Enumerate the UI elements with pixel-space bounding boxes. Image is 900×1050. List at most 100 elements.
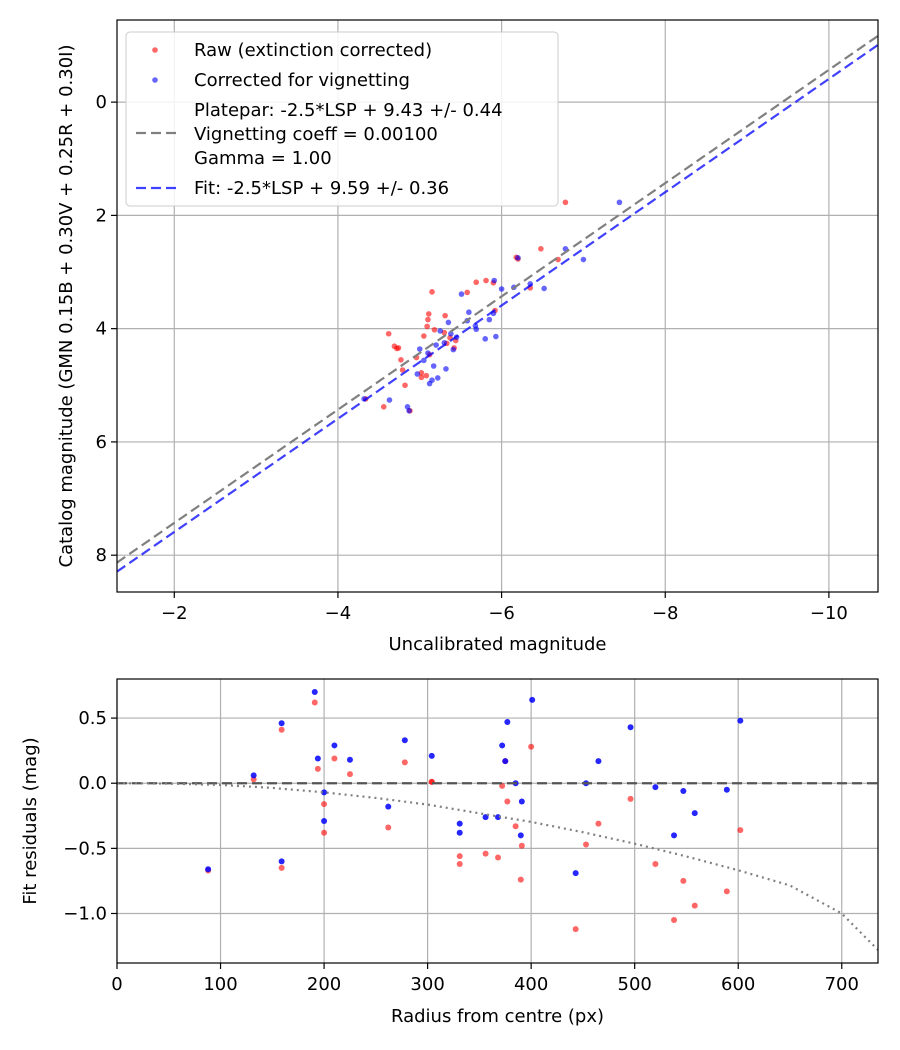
x-tick-label: 200 bbox=[307, 974, 341, 995]
calibration-plot: −2 −4 −6 −8 −10 0 2 4 6 8 Uncalibrated magnitude… bbox=[56, 19, 879, 655]
y-tick-label: 0 bbox=[96, 92, 107, 113]
data-point bbox=[580, 256, 587, 263]
x-tick-label: −10 bbox=[810, 603, 848, 624]
data-point bbox=[321, 829, 328, 836]
data-point bbox=[429, 377, 435, 383]
data-point bbox=[456, 829, 463, 836]
data-point bbox=[456, 853, 463, 860]
data-point bbox=[433, 342, 439, 348]
x-tick-label: 600 bbox=[721, 974, 755, 995]
data-point bbox=[464, 289, 471, 296]
x-tick-label: −8 bbox=[652, 603, 679, 624]
data-point bbox=[424, 323, 430, 330]
x-tick-label: 100 bbox=[203, 974, 237, 995]
data-point bbox=[504, 718, 511, 725]
data-point bbox=[404, 404, 411, 410]
legend-label: Corrected for vignetting bbox=[194, 70, 410, 91]
data-point bbox=[331, 742, 338, 749]
data-point bbox=[448, 330, 454, 337]
legend-label-line: Gamma = 1.00 bbox=[194, 148, 332, 169]
plot-series bbox=[117, 34, 878, 573]
data-point bbox=[512, 823, 519, 830]
legend: Raw (extinction corrected) Corrected for … bbox=[125, 31, 559, 207]
data-point bbox=[595, 758, 602, 765]
data-point bbox=[518, 842, 525, 849]
y-ticks: 0 2 4 6 8 bbox=[96, 92, 117, 566]
data-point bbox=[346, 756, 353, 763]
data-point bbox=[430, 363, 437, 369]
data-point bbox=[723, 786, 730, 793]
axes-frame bbox=[116, 678, 879, 964]
legend-marker-corrected bbox=[152, 77, 158, 83]
grid-lines bbox=[116, 679, 878, 963]
x-tick-label: 0 bbox=[111, 974, 122, 995]
fit-line bbox=[117, 44, 878, 573]
x-tick-label: 400 bbox=[514, 974, 548, 995]
y-axis-label: Catalog magnitude (GMN 0.15B + 0.30V + 0… bbox=[56, 44, 77, 567]
data-point bbox=[429, 289, 435, 295]
data-point bbox=[691, 810, 698, 817]
data-point bbox=[499, 742, 506, 749]
y-tick-label: −1.0 bbox=[63, 903, 107, 924]
data-point bbox=[583, 841, 590, 848]
legend-label: Fit: -2.5*LSP + 9.59 +/- 0.36 bbox=[194, 178, 449, 199]
data-point bbox=[314, 765, 321, 772]
data-point bbox=[385, 803, 392, 810]
data-point bbox=[443, 366, 449, 372]
data-point bbox=[423, 372, 430, 379]
x-axis-label: Uncalibrated magnitude bbox=[388, 634, 606, 655]
data-point bbox=[737, 717, 744, 724]
data-point bbox=[428, 752, 435, 759]
data-point bbox=[493, 333, 499, 340]
data-point bbox=[278, 726, 285, 733]
x-ticks: 0 100 200 300 400 500 600 700 bbox=[111, 963, 859, 995]
data-point bbox=[472, 323, 479, 329]
y-tick-label: 8 bbox=[96, 545, 107, 566]
data-point bbox=[395, 345, 402, 351]
data-point bbox=[450, 346, 457, 353]
data-point bbox=[331, 755, 338, 762]
data-point bbox=[399, 367, 406, 373]
data-point bbox=[595, 820, 602, 827]
data-point bbox=[529, 696, 536, 703]
y-tick-label: −0.5 bbox=[63, 838, 107, 859]
data-point bbox=[385, 824, 392, 831]
y-tick-label: 6 bbox=[96, 432, 107, 453]
y-tick-label: 2 bbox=[96, 205, 107, 226]
data-point bbox=[538, 246, 544, 252]
data-point bbox=[418, 374, 425, 381]
data-point bbox=[278, 720, 285, 727]
data-point bbox=[278, 858, 285, 865]
x-tick-label: 500 bbox=[618, 974, 652, 995]
x-ticks: −2 −4 −6 −8 −10 bbox=[161, 592, 848, 624]
data-point bbox=[499, 782, 506, 789]
data-point bbox=[671, 832, 678, 839]
data-point bbox=[456, 860, 463, 867]
data-point bbox=[416, 346, 423, 352]
data-point bbox=[421, 333, 427, 339]
data-point bbox=[616, 199, 623, 206]
data-point bbox=[442, 312, 448, 319]
data-point bbox=[431, 326, 438, 333]
data-point bbox=[627, 795, 634, 802]
x-tick-label: −2 bbox=[161, 603, 188, 624]
data-point bbox=[321, 801, 328, 808]
residuals-plot: 0 100 200 300 400 500 600 700 0.5 0.0 −0.5 −1.0 Ra… bbox=[20, 678, 879, 1027]
data-point bbox=[278, 864, 285, 871]
x-tick-label: 300 bbox=[410, 974, 444, 995]
y-tick-label: 0.0 bbox=[78, 773, 107, 794]
data-point bbox=[386, 397, 393, 403]
data-point bbox=[491, 277, 498, 284]
data-point bbox=[572, 926, 579, 933]
data-point bbox=[652, 784, 659, 791]
legend-label-line: Vignetting coeff = 0.00100 bbox=[194, 124, 438, 145]
data-point bbox=[473, 279, 480, 286]
y-tick-label: 0.5 bbox=[78, 708, 107, 729]
y-ticks: 0.5 0.0 −0.5 −1.0 bbox=[63, 708, 117, 924]
data-point bbox=[385, 330, 392, 337]
data-point bbox=[517, 832, 524, 839]
data-point bbox=[421, 357, 427, 364]
plot-series bbox=[117, 689, 878, 951]
data-point bbox=[680, 877, 687, 884]
